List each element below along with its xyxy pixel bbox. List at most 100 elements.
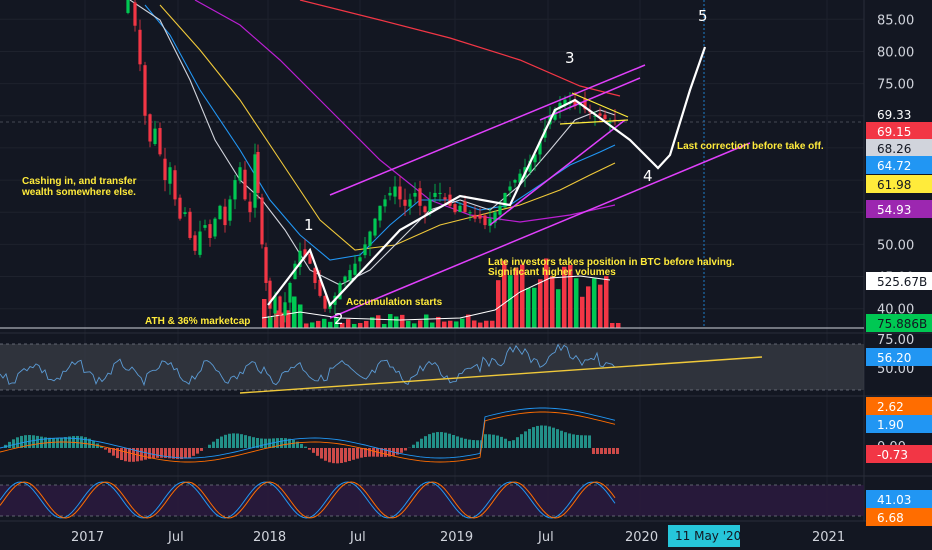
macd-hist-bar <box>304 446 307 448</box>
macd-hist-bar <box>564 432 567 448</box>
macd-hist-bar <box>520 434 523 448</box>
macd-hist-bar <box>436 432 439 448</box>
macd-hist-bar <box>512 440 515 448</box>
price-badge-7: 75.886B <box>877 317 927 331</box>
macd-hist-bar <box>468 439 471 448</box>
channel-upper <box>329 64 646 196</box>
macd-badge-0: 2.62 <box>877 400 904 414</box>
macd-hist-bar <box>156 448 159 458</box>
candle-body <box>283 302 287 316</box>
candle-body <box>508 186 512 191</box>
macd-hist-bar <box>324 448 327 461</box>
volume-bar <box>376 315 381 328</box>
macd-hist-bar <box>248 436 251 448</box>
candle-body <box>423 206 427 213</box>
macd-hist-bar <box>188 448 191 458</box>
x-tick-jul19: Jul <box>537 530 554 545</box>
stoch-band <box>0 485 864 516</box>
candle-body <box>598 113 602 116</box>
candle-body <box>148 114 152 142</box>
rsi-band <box>0 344 864 390</box>
macd-hist-bar <box>492 434 495 448</box>
macd-hist-bar <box>452 434 455 448</box>
volume-bar <box>514 267 519 328</box>
wave-label-2: 2 <box>334 310 344 328</box>
macd-hist-bar <box>12 439 15 448</box>
candle-body <box>343 276 347 282</box>
macd-hist-bar <box>428 434 431 448</box>
candle-body <box>383 199 387 207</box>
macd-hist-bar <box>52 438 55 448</box>
macd-hist-bar <box>440 432 443 448</box>
candle-body <box>603 114 607 119</box>
macd-hist-bar <box>544 425 547 448</box>
volume-bar <box>490 320 495 328</box>
candle-body <box>403 199 407 206</box>
volume-bar <box>286 310 291 328</box>
candle-body <box>483 215 487 226</box>
macd-hist-bar <box>380 448 383 457</box>
volume-bar <box>526 287 531 328</box>
ma-red-line <box>299 0 621 97</box>
candle-body <box>573 100 577 107</box>
price-badge-6: 525.67B <box>877 275 927 289</box>
candle-body <box>228 199 232 221</box>
macd-hist-bar <box>336 448 339 464</box>
annotation-higher-volumes: Significant higher volumes <box>488 267 616 278</box>
volume-bar <box>388 314 393 328</box>
wave-label-4: 4 <box>643 167 653 185</box>
volume-bar <box>562 266 567 328</box>
macd-hist-bar <box>476 440 479 448</box>
volume-bar <box>334 317 339 328</box>
volume-bar <box>556 289 561 328</box>
macd-hist-bar <box>404 448 407 451</box>
macd-hist-bar <box>372 448 375 457</box>
macd-hist-bar <box>612 448 615 454</box>
channel-inner-lower <box>489 119 626 226</box>
candle-body <box>413 192 417 197</box>
candle-body <box>418 188 422 206</box>
macd-hist-bar <box>340 448 343 463</box>
macd-hist-bar <box>200 448 203 451</box>
candle-body <box>583 98 587 110</box>
price-badge-1: 69.15 <box>877 125 911 139</box>
macd-hist-bar <box>160 448 163 458</box>
candle-body <box>278 296 282 316</box>
macd-hist-bar <box>276 438 279 448</box>
macd-hist-bar <box>120 448 123 460</box>
candle-body <box>493 212 497 223</box>
macd-hist-bar <box>244 435 247 448</box>
volume-bar <box>568 265 573 328</box>
candle-body <box>153 128 157 145</box>
macd-hist-bar <box>524 431 527 448</box>
macd-hist-bar <box>516 437 519 448</box>
macd-hist-bar <box>360 448 363 458</box>
volume-bar <box>352 323 357 328</box>
candle-body <box>503 192 507 208</box>
macd-badge-0-bg <box>866 397 932 415</box>
macd-hist-bar <box>192 448 195 456</box>
macd-hist-bar <box>232 433 235 448</box>
macd-hist-bar <box>320 448 323 459</box>
candle-body <box>608 122 612 124</box>
macd-hist-bar <box>216 438 219 448</box>
candlesticks <box>126 0 617 327</box>
macd-hist-bar <box>548 426 551 448</box>
wave-label-3: 3 <box>565 49 575 67</box>
volume-bar <box>472 320 477 328</box>
candle-body <box>273 295 277 314</box>
macd-hist-bar <box>384 448 387 457</box>
candle-body <box>183 212 187 214</box>
macd-hist-bar <box>292 439 295 448</box>
macd-hist-bar <box>596 448 599 454</box>
macd-hist-bar <box>220 436 223 448</box>
macd-hist-bar <box>344 448 347 463</box>
macd-hist-bar <box>16 437 19 448</box>
rsi-pane <box>0 343 864 394</box>
candle-body <box>453 204 457 213</box>
volume-bar <box>310 322 315 328</box>
macd-hist-bar <box>196 448 199 454</box>
price-badge-5: 54.93 <box>877 203 911 217</box>
volume-bar <box>520 264 525 328</box>
macd-hist-bar <box>432 432 435 448</box>
